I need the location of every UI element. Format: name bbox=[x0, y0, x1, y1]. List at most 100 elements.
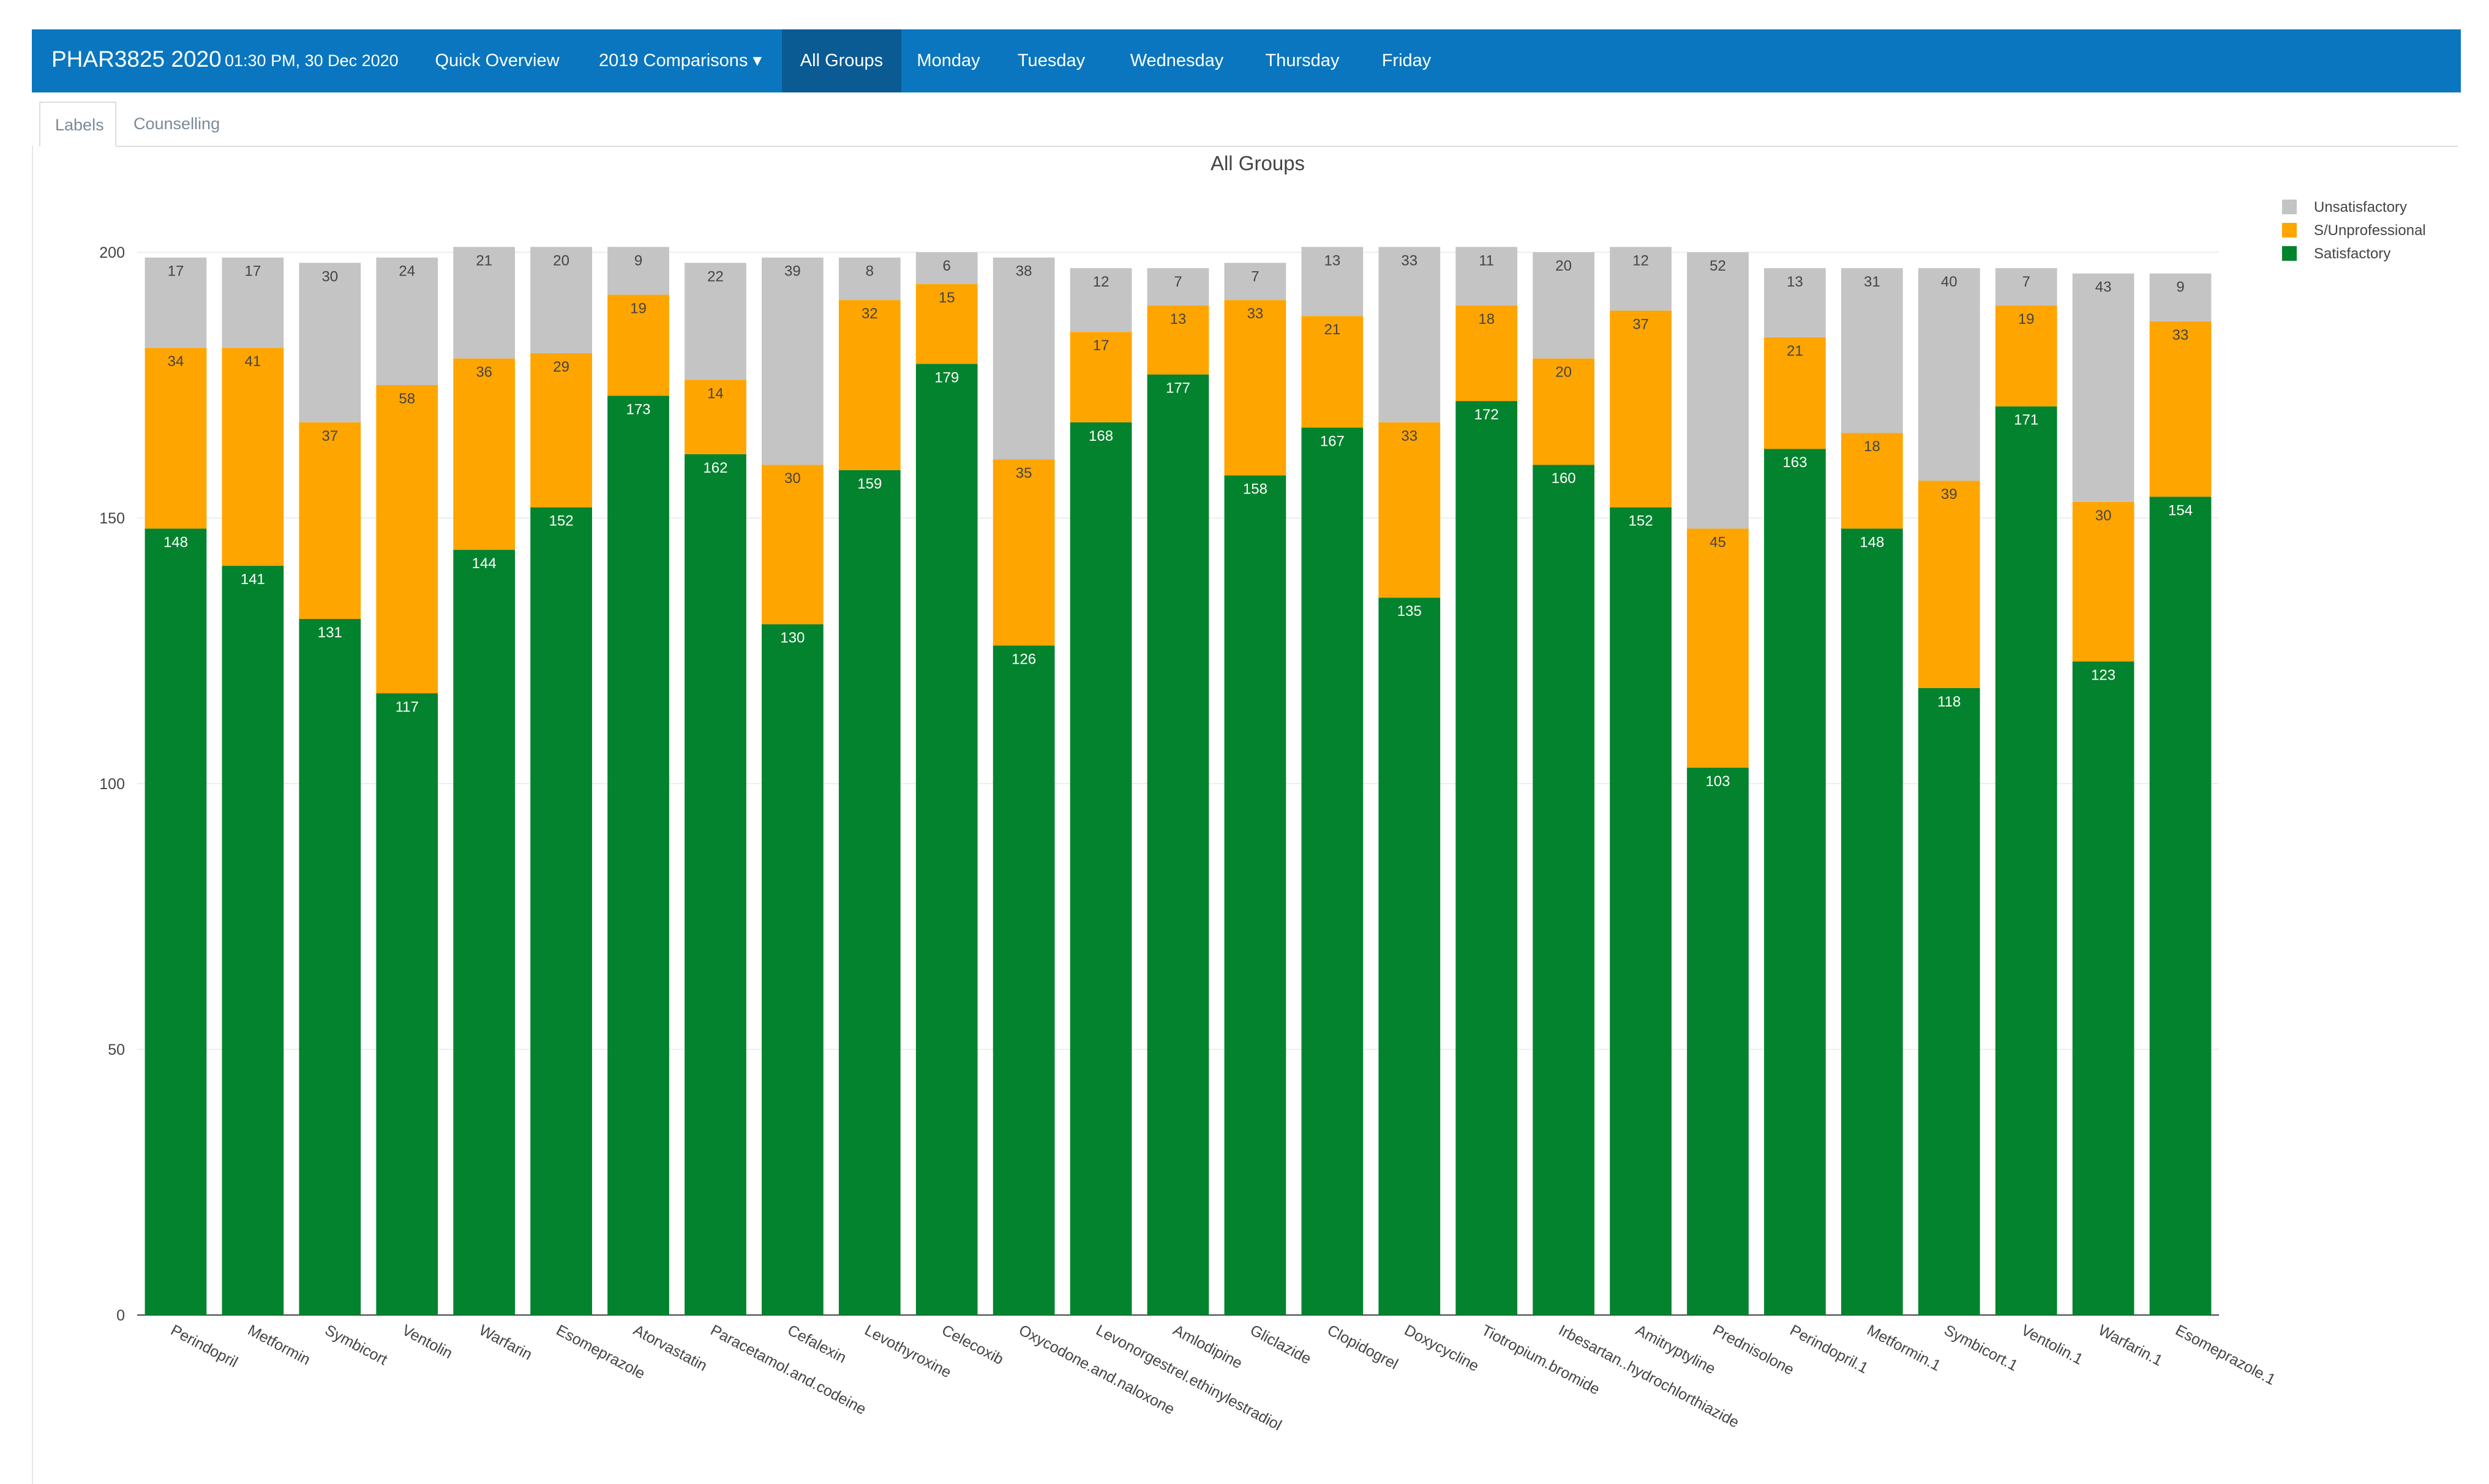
bar-s-unprofessional[interactable] bbox=[838, 300, 901, 470]
bar-unsatisfactory[interactable] bbox=[376, 257, 438, 385]
bar-satisfactory[interactable] bbox=[1841, 528, 1903, 1315]
bar-satisfactory[interactable] bbox=[1687, 767, 1749, 1315]
bar-s-unprofessional[interactable] bbox=[1841, 433, 1903, 529]
bar-satisfactory[interactable] bbox=[1610, 507, 1672, 1315]
bar-s-unprofessional[interactable] bbox=[1301, 316, 1364, 428]
nav-wednesday[interactable]: Wednesday bbox=[1130, 51, 1224, 70]
legend-label[interactable]: Satisfactory bbox=[2314, 245, 2390, 262]
nav-2019-comparisons-dropdown[interactable]: 2019 Comparisons ▾ bbox=[598, 51, 762, 70]
bar-s-unprofessional[interactable] bbox=[376, 385, 438, 694]
tab-counselling[interactable]: Counselling bbox=[133, 114, 220, 133]
legend-label[interactable]: S/Unprofessional bbox=[2314, 222, 2426, 239]
bar-s-unprofessional[interactable] bbox=[1995, 305, 2057, 407]
bar-s-unprofessional[interactable] bbox=[222, 348, 284, 566]
bar-s-unprofessional[interactable] bbox=[993, 459, 1055, 646]
bar-s-unprofessional[interactable] bbox=[762, 465, 824, 624]
bar-unsatisfactory[interactable] bbox=[1764, 268, 1826, 337]
bar-satisfactory[interactable] bbox=[1147, 374, 1209, 1315]
bar-satisfactory[interactable] bbox=[530, 507, 592, 1315]
bar-s-unprofessional[interactable] bbox=[1918, 481, 1980, 688]
bar-s-unprofessional[interactable] bbox=[2149, 321, 2212, 497]
bar-satisfactory[interactable] bbox=[1070, 422, 1132, 1315]
nav-tuesday[interactable]: Tuesday bbox=[1017, 51, 1086, 70]
bar-unsatisfactory[interactable] bbox=[1918, 268, 1980, 481]
bar-satisfactory[interactable] bbox=[685, 454, 746, 1315]
bar-unsatisfactory[interactable] bbox=[607, 247, 669, 295]
bar-satisfactory[interactable] bbox=[1378, 598, 1441, 1316]
bar-value-label: 154 bbox=[2168, 502, 2193, 519]
bar-s-unprofessional[interactable] bbox=[915, 284, 978, 364]
bar-satisfactory[interactable] bbox=[762, 624, 824, 1315]
bar-unsatisfactory[interactable] bbox=[1147, 268, 1209, 305]
bar-satisfactory[interactable] bbox=[1301, 427, 1364, 1316]
bar-unsatisfactory[interactable] bbox=[453, 247, 516, 359]
bar-s-unprofessional[interactable] bbox=[1378, 422, 1441, 598]
nav-friday[interactable]: Friday bbox=[1381, 51, 1432, 70]
bar-unsatisfactory[interactable] bbox=[762, 257, 824, 465]
bar-unsatisfactory[interactable] bbox=[1995, 268, 2057, 305]
bar-unsatisfactory[interactable] bbox=[1070, 268, 1132, 332]
bar-satisfactory[interactable] bbox=[453, 550, 516, 1315]
bar-unsatisfactory[interactable] bbox=[1841, 268, 1903, 433]
bar-unsatisfactory[interactable] bbox=[1224, 263, 1286, 301]
bar-s-unprofessional[interactable] bbox=[685, 380, 746, 454]
bar-s-unprofessional[interactable] bbox=[1610, 310, 1672, 508]
bar-satisfactory[interactable] bbox=[1533, 465, 1594, 1316]
bar-s-unprofessional[interactable] bbox=[1455, 305, 1518, 402]
bar-s-unprofessional[interactable] bbox=[1224, 300, 1286, 476]
nav-monday[interactable]: Monday bbox=[917, 51, 980, 70]
bar-satisfactory[interactable] bbox=[1455, 401, 1518, 1315]
bar-s-unprofessional[interactable] bbox=[1687, 528, 1749, 768]
chart-bars: 1483417141411713137301175824144362115229… bbox=[145, 247, 2212, 1316]
bar-s-unprofessional[interactable] bbox=[299, 422, 361, 619]
bar-satisfactory[interactable] bbox=[376, 693, 438, 1315]
bar-unsatisfactory[interactable] bbox=[2149, 273, 2212, 321]
bar-satisfactory[interactable] bbox=[222, 566, 284, 1315]
bar-satisfactory[interactable] bbox=[838, 470, 901, 1315]
bar-s-unprofessional[interactable] bbox=[1533, 358, 1594, 465]
bar-satisfactory[interactable] bbox=[1918, 688, 1980, 1315]
bar-s-unprofessional[interactable] bbox=[2072, 501, 2134, 662]
bar-s-unprofessional[interactable] bbox=[1764, 337, 1826, 449]
bar-unsatisfactory[interactable] bbox=[1378, 247, 1441, 422]
bar-unsatisfactory[interactable] bbox=[685, 263, 746, 380]
bar-unsatisfactory[interactable] bbox=[1301, 247, 1364, 317]
bar-unsatisfactory[interactable] bbox=[530, 247, 592, 353]
bar-satisfactory[interactable] bbox=[915, 364, 978, 1315]
bar-unsatisfactory[interactable] bbox=[838, 257, 901, 301]
bar-unsatisfactory[interactable] bbox=[2072, 273, 2134, 502]
chart-legend[interactable]: Unsatisfactory S/Unprofessional Satisfacto… bbox=[2282, 199, 2426, 262]
app-brand[interactable]: PHAR3825 2020 bbox=[51, 47, 222, 72]
bar-value-label: 33 bbox=[1401, 428, 1417, 444]
bar-unsatisfactory[interactable] bbox=[993, 257, 1055, 460]
bar-unsatisfactory[interactable] bbox=[299, 263, 361, 422]
bar-satisfactory[interactable] bbox=[145, 528, 207, 1315]
bar-satisfactory[interactable] bbox=[1995, 406, 2057, 1315]
bar-unsatisfactory[interactable] bbox=[1533, 252, 1594, 359]
bar-satisfactory[interactable] bbox=[993, 645, 1055, 1315]
bar-satisfactory[interactable] bbox=[299, 618, 361, 1316]
bar-unsatisfactory[interactable] bbox=[1455, 247, 1518, 305]
bar-satisfactory[interactable] bbox=[2149, 497, 2212, 1315]
nav-thursday[interactable]: Thursday bbox=[1265, 51, 1340, 70]
tab-labels[interactable]: Labels bbox=[39, 102, 116, 147]
bar-s-unprofessional[interactable] bbox=[607, 294, 669, 396]
nav-quick-overview[interactable]: Quick Overview bbox=[435, 51, 560, 70]
bar-s-unprofessional[interactable] bbox=[145, 348, 207, 529]
bar-s-unprofessional[interactable] bbox=[1070, 332, 1132, 422]
bar-satisfactory[interactable] bbox=[2072, 661, 2134, 1315]
bar-satisfactory[interactable] bbox=[1224, 475, 1286, 1315]
bar-s-unprofessional[interactable] bbox=[1147, 305, 1209, 375]
x-tick-label: Metformin bbox=[245, 1322, 313, 1369]
bar-unsatisfactory[interactable] bbox=[1610, 247, 1672, 311]
bar-unsatisfactory[interactable] bbox=[222, 257, 284, 348]
nav-all-groups[interactable]: All Groups bbox=[782, 29, 901, 92]
bar-unsatisfactory[interactable] bbox=[145, 257, 207, 348]
bar-unsatisfactory[interactable] bbox=[1687, 252, 1749, 529]
bar-satisfactory[interactable] bbox=[1764, 449, 1826, 1315]
bar-s-unprofessional[interactable] bbox=[530, 353, 592, 508]
bar-unsatisfactory[interactable] bbox=[915, 252, 978, 285]
bar-satisfactory[interactable] bbox=[607, 395, 669, 1315]
legend-label[interactable]: Unsatisfactory bbox=[2314, 199, 2407, 215]
bar-s-unprofessional[interactable] bbox=[453, 358, 516, 550]
